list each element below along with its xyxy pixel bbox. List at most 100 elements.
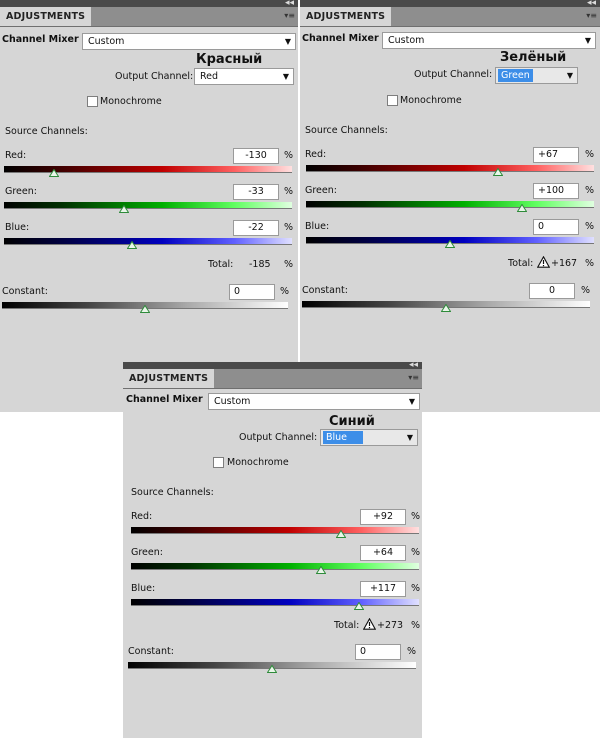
output-channel-value: Blue: [323, 431, 364, 444]
green-value-field[interactable]: +64: [360, 545, 406, 561]
panel-menu-icon[interactable]: ▾≡: [586, 11, 597, 20]
red-value-field[interactable]: -130: [233, 148, 279, 164]
total-label: Total:: [208, 259, 234, 270]
blue-label: Blue:: [131, 583, 156, 594]
green-label: Green:: [5, 186, 37, 197]
percent-sign: %: [284, 259, 294, 270]
green-slider-track[interactable]: [131, 563, 419, 570]
percent-sign: %: [411, 583, 421, 594]
blue-value-field[interactable]: +117: [360, 581, 406, 597]
source-channels-label: Source Channels:: [305, 125, 388, 136]
annotation-label: Зелёный: [500, 50, 567, 65]
panel-tab-bar: ADJUSTMENTS ▾≡: [0, 7, 298, 27]
blue-slider-track[interactable]: [4, 238, 292, 245]
monochrome-checkbox[interactable]: [213, 457, 224, 468]
red-slider-track[interactable]: [306, 165, 594, 172]
chevron-down-icon: ▼: [584, 36, 591, 45]
percent-sign: %: [585, 258, 595, 269]
tab-adjustments[interactable]: ADJUSTMENTS: [300, 7, 392, 26]
total-value: +273: [377, 620, 404, 631]
chevron-down-icon: ▼: [284, 37, 291, 46]
chevron-down-icon: ▼: [282, 72, 289, 81]
constant-label: Constant:: [302, 285, 348, 296]
percent-sign: %: [407, 646, 417, 657]
total-value: -185: [249, 259, 271, 270]
constant-value-field[interactable]: 0: [529, 283, 575, 299]
chevron-down-icon: ▼: [408, 397, 415, 406]
constant-value-field[interactable]: 0: [229, 284, 275, 300]
source-channels-label: Source Channels:: [131, 487, 214, 498]
red-slider-track[interactable]: [131, 527, 419, 534]
constant-label: Constant:: [2, 286, 48, 297]
red-value-field[interactable]: +67: [533, 147, 579, 163]
tab-adjustments[interactable]: ADJUSTMENTS: [123, 369, 215, 388]
annotation-label: Синий: [329, 414, 375, 429]
channel-mixer-title: Channel Mixer: [2, 34, 79, 45]
panel-top-strip: ◂◂: [123, 362, 422, 370]
collapse-icon[interactable]: ◂◂: [586, 0, 596, 8]
monochrome-label: Monochrome: [100, 96, 162, 107]
warning-icon: [362, 617, 377, 633]
panel-top-strip: ◂◂: [0, 0, 298, 8]
red-label: Red:: [305, 149, 327, 160]
red-label: Red:: [131, 511, 153, 522]
output-channel-value: Red: [200, 71, 219, 82]
channel-mixer-title: Channel Mixer: [126, 394, 203, 405]
preset-value: Custom: [388, 35, 425, 46]
output-channel-dropdown[interactable]: Blue ▼: [320, 429, 418, 446]
annotation-label: Красный: [196, 52, 263, 67]
preset-dropdown[interactable]: Custom ▼: [382, 32, 596, 49]
panel-tab-bar: ADJUSTMENTS ▾≡: [123, 369, 422, 389]
percent-sign: %: [581, 285, 591, 296]
monochrome-label: Monochrome: [400, 95, 462, 106]
panel-menu-icon[interactable]: ▾≡: [284, 11, 295, 20]
preset-dropdown[interactable]: Custom ▼: [208, 393, 420, 410]
percent-sign: %: [585, 185, 595, 196]
output-channel-label: Output Channel:: [239, 432, 318, 443]
total-label: Total:: [334, 620, 360, 631]
monochrome-label: Monochrome: [227, 457, 289, 468]
percent-sign: %: [585, 149, 595, 160]
panel-top-strip: ◂◂: [300, 0, 600, 8]
percent-sign: %: [284, 150, 294, 161]
panel-tab-bar: ADJUSTMENTS ▾≡: [300, 7, 600, 27]
panel-menu-icon[interactable]: ▾≡: [408, 373, 419, 382]
percent-sign: %: [585, 221, 595, 232]
source-channels-label: Source Channels:: [5, 126, 88, 137]
blue-label: Blue:: [305, 221, 330, 232]
percent-sign: %: [411, 547, 421, 558]
percent-sign: %: [284, 222, 294, 233]
output-channel-label: Output Channel:: [414, 69, 493, 80]
red-value-field[interactable]: +92: [360, 509, 406, 525]
collapse-icon[interactable]: ◂◂: [284, 0, 294, 8]
green-label: Green:: [305, 185, 337, 196]
red-slider-track[interactable]: [4, 166, 292, 173]
percent-sign: %: [411, 511, 421, 522]
blue-slider-track[interactable]: [131, 599, 419, 606]
green-slider-track[interactable]: [306, 201, 594, 208]
blue-value-field[interactable]: 0: [533, 219, 579, 235]
percent-sign: %: [280, 286, 290, 297]
preset-dropdown[interactable]: Custom ▼: [82, 33, 296, 50]
green-slider-track[interactable]: [4, 202, 292, 209]
blue-label: Blue:: [5, 222, 30, 233]
adjustments-panel-blue: ◂◂ ADJUSTMENTS ▾≡ Channel Mixer Custom ▼…: [123, 362, 422, 738]
constant-value-field[interactable]: 0: [355, 644, 401, 660]
green-label: Green:: [131, 547, 163, 558]
total-label: Total:: [508, 258, 534, 269]
constant-label: Constant:: [128, 646, 174, 657]
adjustments-panel-green: ◂◂ ADJUSTMENTS ▾≡ Channel Mixer Custom ▼…: [300, 0, 600, 412]
green-value-field[interactable]: +100: [533, 183, 579, 199]
output-channel-label: Output Channel:: [115, 71, 194, 82]
warning-icon: [536, 255, 551, 271]
blue-value-field[interactable]: -22: [233, 220, 279, 236]
output-channel-dropdown[interactable]: Red ▼: [194, 68, 294, 85]
monochrome-checkbox[interactable]: [87, 96, 98, 107]
output-channel-dropdown[interactable]: Green ▼: [495, 67, 578, 84]
tab-adjustments[interactable]: ADJUSTMENTS: [0, 7, 92, 26]
total-value: +167: [551, 258, 578, 269]
percent-sign: %: [284, 186, 294, 197]
monochrome-checkbox[interactable]: [387, 95, 398, 106]
green-value-field[interactable]: -33: [233, 184, 279, 200]
collapse-icon[interactable]: ◂◂: [408, 362, 418, 370]
